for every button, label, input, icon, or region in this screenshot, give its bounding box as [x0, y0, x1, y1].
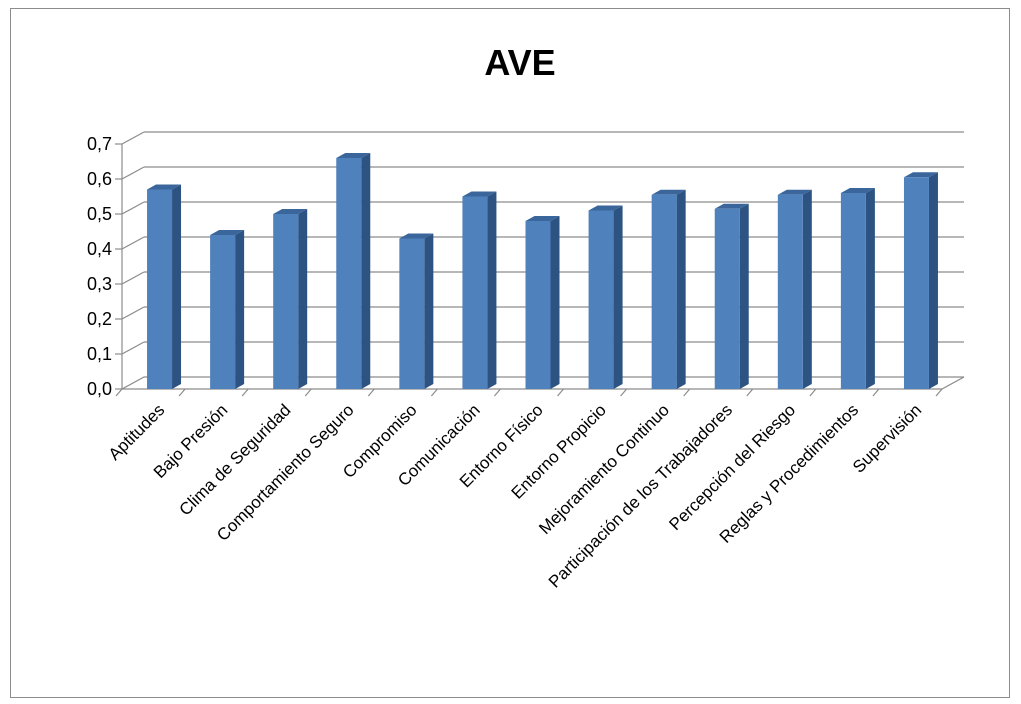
bar-front [588, 210, 614, 389]
bar-front [840, 193, 866, 389]
bar-side [550, 216, 560, 389]
x-tick-mark [872, 388, 880, 397]
x-category-label: Mejoramiento Continuo [535, 400, 673, 538]
bar [714, 203, 749, 389]
x-tick-mark [430, 388, 438, 397]
bar [777, 189, 812, 389]
y-tick-label: 0,2 [87, 309, 112, 329]
x-tick-mark [746, 388, 754, 397]
chart-title: AVE [484, 42, 555, 83]
bar-front [147, 189, 173, 389]
bar-front [714, 208, 740, 389]
bar-top [840, 188, 875, 193]
bar-top [714, 203, 749, 209]
gridline-side [121, 271, 145, 285]
x-category-label: Supervisión [849, 400, 925, 476]
y-tick-labels: 0,0 0,1 0,2 0,3 0,4 0,5 0,6 0,7 [87, 134, 112, 399]
gridline-side [121, 341, 145, 355]
x-tick-mark [178, 388, 186, 397]
bar-side [487, 191, 497, 389]
bar-side [928, 172, 938, 389]
gridline-side [121, 201, 145, 215]
x-tick-mark [809, 388, 817, 397]
gridline-side [121, 131, 145, 145]
x-tick-mark [115, 388, 123, 397]
bar-side [424, 233, 434, 389]
bar [147, 184, 182, 389]
bar-top [651, 189, 686, 195]
y-tick-label: 0,7 [87, 134, 112, 154]
x-tick-mark [367, 388, 375, 397]
bar-top [210, 230, 245, 235]
x-category-label: Clima de Seguridad [176, 400, 295, 519]
x-tick-mark [935, 388, 943, 397]
bar-top [777, 189, 812, 195]
bar-top [462, 191, 497, 197]
bar-side [739, 203, 749, 389]
x-tick-mark [557, 388, 564, 397]
bar [840, 188, 875, 389]
bar-top [588, 205, 623, 211]
bar-front [273, 214, 299, 389]
x-tick-mark [304, 388, 312, 397]
y-tick-label: 0,5 [87, 204, 112, 224]
bar-front [462, 196, 488, 389]
bar [210, 230, 245, 389]
bar [651, 189, 686, 389]
bar-side [172, 184, 182, 389]
y-tick-label: 0,6 [87, 169, 112, 189]
x-tick-mark [494, 388, 501, 397]
bar-side [865, 188, 875, 389]
bar [903, 172, 938, 389]
y-tick-label: 0,3 [87, 274, 112, 294]
bar-side [802, 189, 812, 389]
x-tick-mark [241, 388, 249, 397]
bar-front [777, 194, 803, 389]
bar-top [147, 184, 182, 190]
bar-top [273, 209, 308, 214]
bar-front [399, 238, 425, 389]
bar [525, 216, 560, 389]
bar-front [336, 158, 362, 389]
y-tick-label: 0,0 [87, 379, 112, 399]
x-tick-mark [620, 388, 628, 397]
x-tick-mark [683, 388, 691, 397]
gridline-side [121, 236, 145, 250]
bar [588, 205, 623, 389]
bar-front [651, 194, 677, 389]
x-category-label: Percepción del Riesgo [665, 400, 799, 534]
bar [399, 233, 434, 389]
gridline-side [121, 306, 145, 320]
bar-side [676, 189, 686, 389]
bar [462, 191, 497, 389]
gridline-side [121, 166, 145, 180]
y-tick-label: 0,1 [87, 344, 112, 364]
bar-front [525, 221, 551, 389]
bar-side [235, 230, 245, 389]
bar-front [210, 235, 236, 389]
bar-side [613, 205, 623, 389]
bar [273, 209, 308, 389]
bar-top [525, 216, 560, 221]
bar-top [903, 172, 938, 178]
bar [336, 153, 371, 389]
x-category-label: Aptitudes [105, 400, 169, 464]
bar-top [336, 153, 371, 158]
bar-side [361, 153, 371, 389]
bar-top [399, 233, 434, 239]
bar-side [298, 209, 308, 389]
bars [147, 153, 938, 389]
bar-front [903, 177, 929, 389]
axes [115, 143, 943, 397]
y-tick-label: 0,4 [87, 239, 112, 259]
